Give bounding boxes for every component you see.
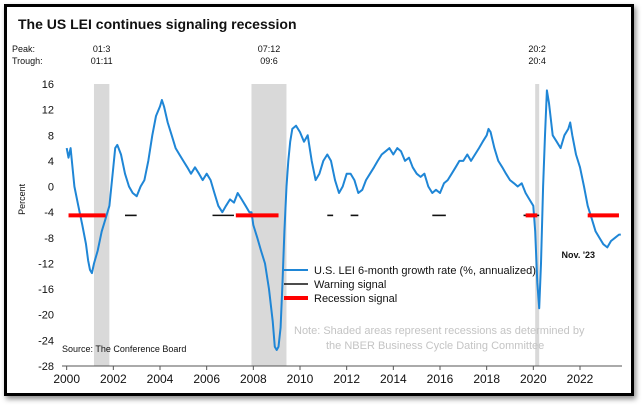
x-tick-label-9: 2018 xyxy=(473,372,500,386)
y-tick-label-7: -12 xyxy=(38,258,54,270)
legend-label-warning: Warning signal xyxy=(314,279,386,291)
x-tick-label-11: 2022 xyxy=(567,372,594,386)
recession-band-0 xyxy=(93,84,110,366)
x-tick-label-4: 2008 xyxy=(240,372,267,386)
y-tick-label-1: 12 xyxy=(42,105,54,117)
x-tick-label-8: 2016 xyxy=(427,372,454,386)
recession-peak-date-0: 01:3 xyxy=(93,44,111,54)
recession-trough-date-2: 20:4 xyxy=(528,56,546,66)
x-tick-label-2: 2004 xyxy=(147,372,174,386)
y-tick-label-9: -20 xyxy=(38,310,54,322)
x-tick-label-0: 2000 xyxy=(53,372,80,386)
note-line-1: Note: Shaded areas represent recessions … xyxy=(294,325,585,337)
trough-label: Trough: xyxy=(12,56,43,66)
y-tick-label-5: -4 xyxy=(44,207,54,219)
chart-title: The US LEI continues signaling recession xyxy=(18,16,297,32)
x-tick-label-3: 2006 xyxy=(193,372,220,386)
recession-trough-date-1: 09:6 xyxy=(260,56,278,66)
y-tick-label-3: 4 xyxy=(48,156,54,168)
y-tick-label-2: 8 xyxy=(48,130,54,142)
x-tick-label-10: 2020 xyxy=(520,372,547,386)
y-tick-label-8: -16 xyxy=(38,284,54,296)
y-tick-label-6: -8 xyxy=(44,233,54,245)
x-tick-label-1: 2002 xyxy=(100,372,127,386)
legend-label-lei: U.S. LEI 6-month growth rate (%, annuali… xyxy=(314,265,536,277)
y-tick-label-4: 0 xyxy=(48,182,54,194)
end-date-label: Nov. '23 xyxy=(562,250,596,260)
peak-label: Peak: xyxy=(12,44,35,54)
x-tick-label-5: 2010 xyxy=(287,372,314,386)
y-tick-label-11: -28 xyxy=(38,361,54,373)
source-label: Source: The Conference Board xyxy=(62,344,186,354)
y-axis-label: Percent xyxy=(17,183,27,215)
recession-peak-date-1: 07:12 xyxy=(258,44,281,54)
legend-label-recession: Recession signal xyxy=(314,293,397,305)
recession-band-2 xyxy=(535,84,540,366)
recession-peak-date-2: 20:2 xyxy=(528,44,546,54)
x-tick-label-7: 2014 xyxy=(380,372,407,386)
recession-trough-date-0: 01:11 xyxy=(91,56,113,66)
y-tick-label-10: -24 xyxy=(38,335,54,347)
note-line-2: the NBER Business Cycle Dating Committee xyxy=(326,340,544,352)
lei-growth-line xyxy=(65,89,621,351)
y-tick-label-0: 16 xyxy=(42,79,54,91)
x-tick-label-6: 2012 xyxy=(333,372,360,386)
